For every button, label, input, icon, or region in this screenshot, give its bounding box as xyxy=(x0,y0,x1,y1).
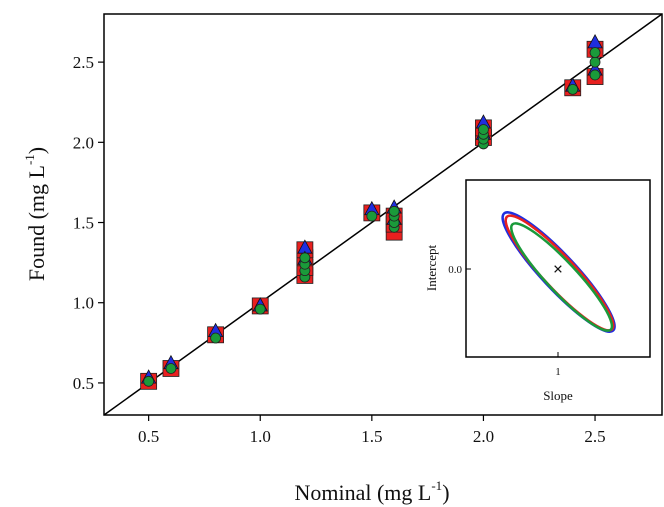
y-tick-label: 2.0 xyxy=(73,133,94,152)
x-tick-label: 2.5 xyxy=(584,427,605,446)
inset-y-tick-label: 0.0 xyxy=(448,264,462,276)
circle-marker xyxy=(589,47,601,58)
x-tick-label: 1.0 xyxy=(250,427,271,446)
circle-marker xyxy=(299,252,311,264)
circle-marker xyxy=(589,56,601,68)
circle-marker xyxy=(567,83,579,95)
x-tick-label: 0.5 xyxy=(138,427,159,446)
circle-marker xyxy=(143,375,155,387)
x-tick-label: 2.0 xyxy=(473,427,494,446)
confidence-ellipse xyxy=(510,222,614,332)
x-axis-label: Nominal (mg L-1) xyxy=(294,478,449,505)
inset-plot: 1 0.0 Slope Intercept × xyxy=(424,179,651,403)
y-tick-label: 1.5 xyxy=(73,214,94,233)
circle-marker xyxy=(366,210,378,222)
inset-center-marker: × xyxy=(553,259,563,279)
circle-marker xyxy=(165,363,177,374)
plot-frame xyxy=(103,13,663,416)
x-axis: 0.5 1.0 1.5 2.0 2.5 xyxy=(138,415,606,446)
data-markers xyxy=(140,34,604,390)
inset-y-label: Intercept xyxy=(424,245,439,292)
circle-marker xyxy=(589,69,601,81)
inset-x-label: Slope xyxy=(543,388,573,403)
y-tick-label: 1.0 xyxy=(73,294,94,313)
y-axis: 0.5 1.0 1.5 2.0 2.5 xyxy=(73,53,104,393)
y-tick-label: 0.5 xyxy=(73,374,94,393)
inset-x-tick-label: 1 xyxy=(555,366,561,378)
circle-marker xyxy=(210,332,222,344)
circle-marker xyxy=(478,124,489,135)
circle-marker xyxy=(388,205,400,217)
confidence-ellipses xyxy=(501,211,616,333)
x-tick-label: 1.5 xyxy=(361,427,382,446)
circle-marker xyxy=(254,303,266,315)
y-tick-label: 2.5 xyxy=(73,53,94,72)
main-plot: 0.5 1.0 1.5 2.0 2.5 0.5 1.0 1.5 2.0 2.5 xyxy=(73,13,663,446)
y-axis-label: Found (mg L-1) xyxy=(22,147,49,281)
